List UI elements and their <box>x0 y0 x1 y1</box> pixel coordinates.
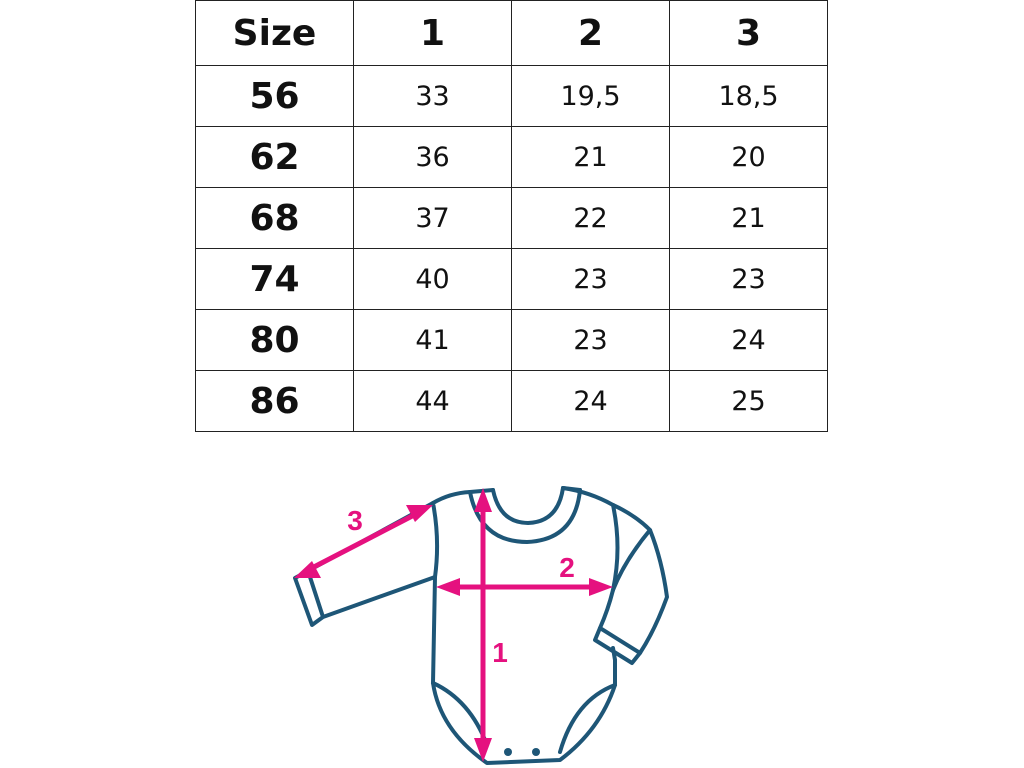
measure-cell-1: 36 <box>353 126 512 188</box>
bodysuit-outline <box>293 486 669 765</box>
snap-button <box>532 748 540 756</box>
measurement-arrows <box>294 488 613 762</box>
arrow-sleeve <box>308 510 420 572</box>
measure-cell-3: 25 <box>669 370 828 432</box>
size-cell: 62 <box>195 126 354 188</box>
header-measure-2: 2 <box>511 0 670 66</box>
arrow-head <box>406 505 433 522</box>
right-leg-opening <box>558 683 617 754</box>
measure-cell-2: 23 <box>511 309 670 371</box>
size-cell: 86 <box>195 370 354 432</box>
measure-cell-1: 37 <box>353 187 512 249</box>
collar-inner <box>491 486 565 525</box>
measure-cell-3: 23 <box>669 248 828 310</box>
measure-cell-1: 44 <box>353 370 512 432</box>
right-sleeve-inner <box>598 528 652 662</box>
size-cell: 68 <box>195 187 354 249</box>
size-table: Size 1 2 3 56 33 19,5 18,5 62 36 21 20 68 37 22 21 7… <box>195 0 828 432</box>
arrow-head <box>474 738 492 762</box>
size-cell: 74 <box>195 248 354 310</box>
measure-cell-3: 20 <box>669 126 828 188</box>
table-row: 86 44 24 25 <box>195 370 828 432</box>
body-outline <box>431 486 669 765</box>
arrow-head <box>436 578 460 596</box>
table-row: 80 41 23 24 <box>195 309 828 371</box>
table-row: 56 33 19,5 18,5 <box>195 65 828 127</box>
label-sleeve: 3 <box>347 505 363 536</box>
label-length: 1 <box>492 637 508 668</box>
measure-cell-1: 40 <box>353 248 512 310</box>
neck-top <box>468 486 582 494</box>
measure-cell-3: 24 <box>669 309 828 371</box>
snap-button <box>504 748 512 756</box>
arrow-head <box>294 561 321 578</box>
measure-cell-2: 24 <box>511 370 670 432</box>
measure-cell-1: 33 <box>353 65 512 127</box>
size-cell: 80 <box>195 309 354 371</box>
table-row: 74 40 23 23 <box>195 248 828 310</box>
measure-cell-3: 18,5 <box>669 65 828 127</box>
header-size: Size <box>195 0 354 66</box>
table-row: 62 36 21 20 <box>195 126 828 188</box>
measure-cell-2: 21 <box>511 126 670 188</box>
collar-outer <box>468 488 582 544</box>
measure-cell-1: 41 <box>353 309 512 371</box>
label-width: 2 <box>559 552 575 583</box>
arrow-head <box>474 488 492 512</box>
header-measure-1: 1 <box>353 0 512 66</box>
table-row: 68 37 22 21 <box>195 187 828 249</box>
arrow-head <box>589 578 613 596</box>
